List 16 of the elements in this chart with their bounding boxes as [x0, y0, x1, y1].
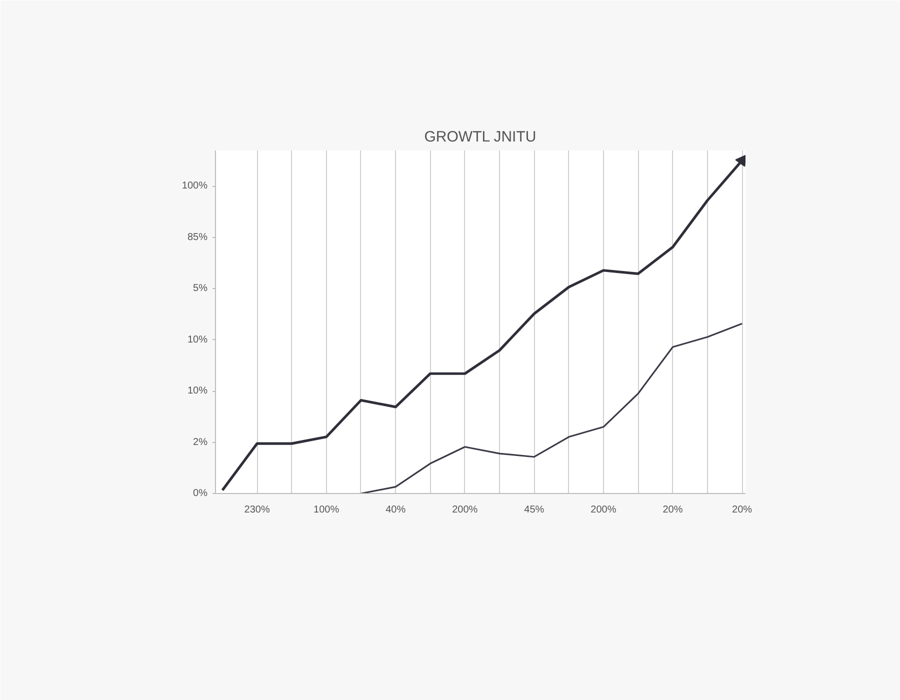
x-tick-label: 20% — [662, 504, 683, 516]
x-tick-label: 200% — [452, 504, 478, 516]
chart-title: GROWTL JNITU — [424, 128, 536, 146]
text: 10% — [187, 334, 208, 346]
x-tick-label: 230% — [244, 504, 270, 516]
text: 2% — [193, 436, 208, 448]
x-tick-label: 20% — [732, 504, 752, 516]
text: 0% — [193, 488, 208, 499]
text: 85% — [187, 232, 208, 243]
text: 10% — [187, 386, 208, 397]
x-tick-label: 100% — [314, 504, 340, 516]
text: 100% — [182, 180, 208, 192]
text: 5% — [193, 283, 208, 294]
x-tick-label: 40% — [386, 504, 406, 516]
x-tick-label: 45% — [524, 504, 544, 516]
x-tick-label: 200% — [590, 504, 616, 516]
